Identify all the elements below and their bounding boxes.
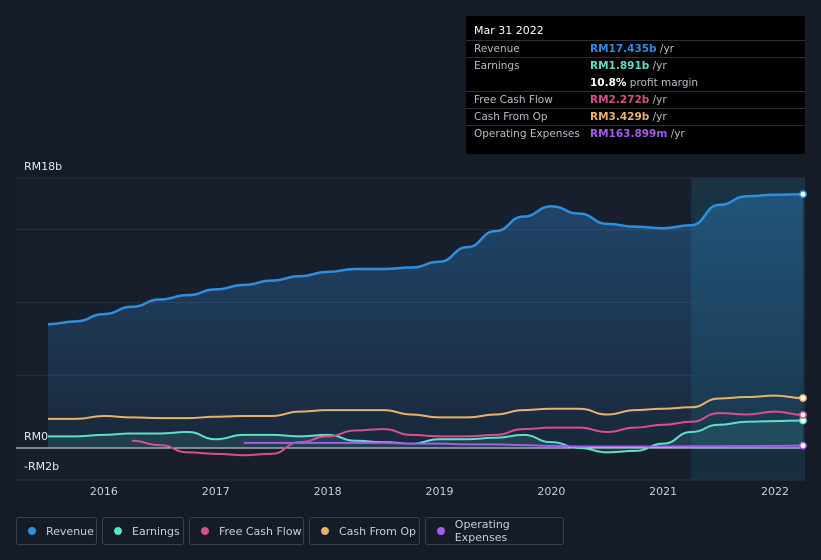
tooltip-unit: profit margin [626, 77, 699, 89]
free-cash-flow-line [131, 410, 804, 457]
x-tick-label: 2016 [90, 485, 118, 498]
tooltip: Mar 31 2022 Revenue RM17.435b /yr Earnin… [466, 16, 805, 154]
tooltip-unit: /yr [649, 111, 667, 123]
tooltip-label: Cash From Op [474, 111, 548, 123]
legend-dot [201, 527, 209, 535]
revenue-line [47, 192, 804, 326]
tooltip-value: RM3.429b [590, 111, 650, 123]
legend-item-earnings[interactable]: Earnings [102, 517, 184, 545]
x-tick-label: 2021 [649, 485, 677, 498]
tooltip-row-margin: 10.8% profit margin [466, 74, 805, 92]
tooltip-value: RM17.435b [590, 43, 657, 55]
y-tick-label: -RM2b [24, 460, 59, 473]
tooltip-label: Free Cash Flow [474, 94, 553, 106]
tooltip-value: 10.8% [590, 77, 627, 89]
tooltip-row-cfo: Cash From Op RM3.429b /yr [466, 108, 805, 126]
revenue-area [48, 194, 803, 448]
tooltip-unit: /yr [656, 43, 674, 55]
cash-from-op-line [48, 394, 804, 420]
earnings-line [48, 419, 804, 454]
legend-dot [437, 527, 445, 535]
x-tick-label: 2017 [202, 485, 230, 498]
legend-dot [321, 527, 329, 535]
y-tick-label: RM18b [24, 160, 62, 173]
tooltip-date: Mar 31 2022 [474, 24, 544, 37]
legend-label: Cash From Op [339, 524, 417, 538]
x-tick-label: 2019 [425, 485, 453, 498]
legend-item-revenue[interactable]: Revenue [16, 517, 97, 545]
tooltip-row-opex: Operating Expenses RM163.899m /yr [466, 125, 805, 143]
tooltip-label: Earnings [474, 60, 520, 72]
x-tick-label: 2022 [761, 485, 789, 498]
operating-expenses-line [243, 441, 804, 448]
legend-label: Operating Expenses [454, 518, 510, 544]
legend-item-free-cash-flow[interactable]: Free Cash Flow [189, 517, 304, 545]
operating-expenses-end-point [799, 441, 807, 450]
tooltip-unit: /yr [649, 94, 667, 106]
x-tick-label: 2018 [314, 485, 342, 498]
legend-label: Earnings [132, 524, 180, 538]
tooltip-unit: /yr [667, 128, 685, 140]
cash-from-op-end-point [799, 394, 807, 403]
tooltip-value: RM163.899m [590, 128, 668, 140]
legend-label: Free Cash Flow [219, 524, 302, 538]
free-cash-flow-end-point [799, 410, 807, 419]
legend-dot [28, 527, 36, 535]
tooltip-row-fcf: Free Cash Flow RM2.272b /yr [466, 91, 805, 109]
legend-item-operating-expenses[interactable]: Operating Expenses [425, 517, 564, 545]
y-tick-label: RM0 [24, 430, 48, 443]
tooltip-row-revenue: Revenue RM17.435b /yr [466, 40, 805, 58]
legend-label: Revenue [46, 524, 94, 538]
tooltip-value: RM1.891b [590, 60, 650, 72]
tooltip-unit: /yr [649, 60, 667, 72]
legend-dot [114, 527, 122, 535]
revenue-end-point [799, 190, 807, 199]
legend-item-cash-from-op[interactable]: Cash From Op [309, 517, 420, 545]
tooltip-label: Operating Expenses [474, 128, 580, 140]
tooltip-row-earnings: Earnings RM1.891b /yr [466, 57, 805, 75]
tooltip-label: Revenue [474, 43, 520, 55]
earnings-area [48, 420, 803, 453]
tooltip-value: RM2.272b [590, 94, 650, 106]
x-tick-label: 2020 [537, 485, 565, 498]
